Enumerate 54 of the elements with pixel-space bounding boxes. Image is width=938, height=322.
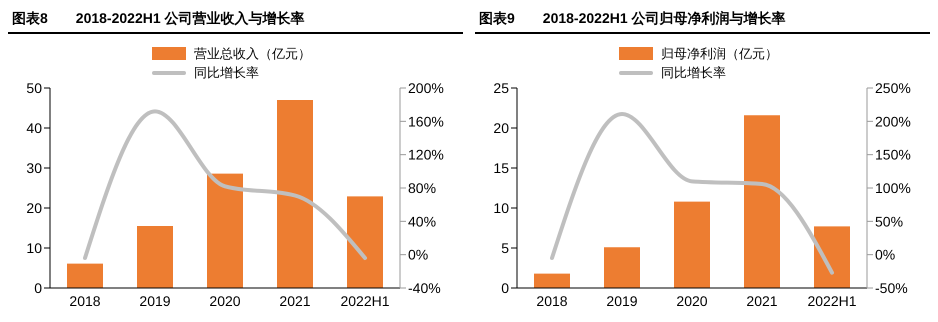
legend-label: 同比增长率 <box>194 64 260 82</box>
y2-tick-label: 250% <box>875 80 911 96</box>
y-tick-label: 50 <box>26 80 42 96</box>
bar <box>534 274 570 288</box>
x-tick-label: 2020 <box>676 292 708 309</box>
y-tick-label: 20 <box>26 200 42 216</box>
y2-tick-label: -50% <box>875 280 908 296</box>
y-tick-label: 15 <box>493 160 510 176</box>
y2-tick-label: 200% <box>408 80 444 96</box>
y-tick-label: 0 <box>501 280 510 296</box>
bar <box>67 264 103 288</box>
bar <box>604 247 640 288</box>
y-tick-label: 20 <box>493 120 510 136</box>
bar <box>814 226 850 288</box>
bar <box>137 226 173 288</box>
bar <box>744 115 780 288</box>
line-series <box>550 112 834 275</box>
legend-label: 营业总收入（亿元） <box>194 44 312 62</box>
x-tick-label: 2021 <box>746 292 778 309</box>
y2-tick-label: 200% <box>875 113 911 130</box>
y2-tick-label: 150% <box>875 146 911 163</box>
x-tick-label: 2020 <box>209 292 241 309</box>
y2-tick-label: -40% <box>408 280 441 296</box>
y-tick-label: 5 <box>501 240 510 256</box>
y-tick-label: 10 <box>493 200 510 216</box>
bar <box>277 100 313 288</box>
bar <box>207 174 243 288</box>
chart-title: 图表8 2018-2022H1 公司营业收入与增长率 <box>8 8 463 34</box>
chart-title: 图表9 2018-2022H1 公司归母净利润与增长率 <box>475 8 930 34</box>
x-tick-label: 2019 <box>139 292 171 309</box>
bar <box>674 202 710 288</box>
y-tick-label: 40 <box>26 120 42 136</box>
legend-label: 归母净利润（亿元） <box>661 44 779 62</box>
y2-tick-label: 0% <box>875 246 896 263</box>
y2-tick-label: 120% <box>408 146 444 163</box>
y2-tick-label: 160% <box>408 113 444 130</box>
x-tick-label: 2019 <box>606 292 638 309</box>
y2-tick-label: 80% <box>408 180 436 196</box>
y2-tick-label: 40% <box>408 213 436 230</box>
y2-tick-label: 100% <box>875 180 911 196</box>
x-tick-label: 2022H1 <box>340 292 390 309</box>
y2-tick-label: 0% <box>408 246 428 263</box>
y-tick-label: 10 <box>26 240 42 256</box>
x-tick-label: 2018 <box>536 292 568 309</box>
y-tick-label: 0 <box>34 280 42 296</box>
y-tick-label: 30 <box>26 160 42 176</box>
x-tick-label: 2018 <box>69 292 101 309</box>
x-tick-label: 2021 <box>279 292 311 309</box>
x-tick-label: 2022H1 <box>807 292 857 309</box>
legend-label: 同比增长率 <box>661 64 727 82</box>
line-series <box>83 109 367 260</box>
y-tick-label: 25 <box>493 80 510 96</box>
bar <box>347 196 383 288</box>
y2-tick-label: 50% <box>875 213 904 230</box>
